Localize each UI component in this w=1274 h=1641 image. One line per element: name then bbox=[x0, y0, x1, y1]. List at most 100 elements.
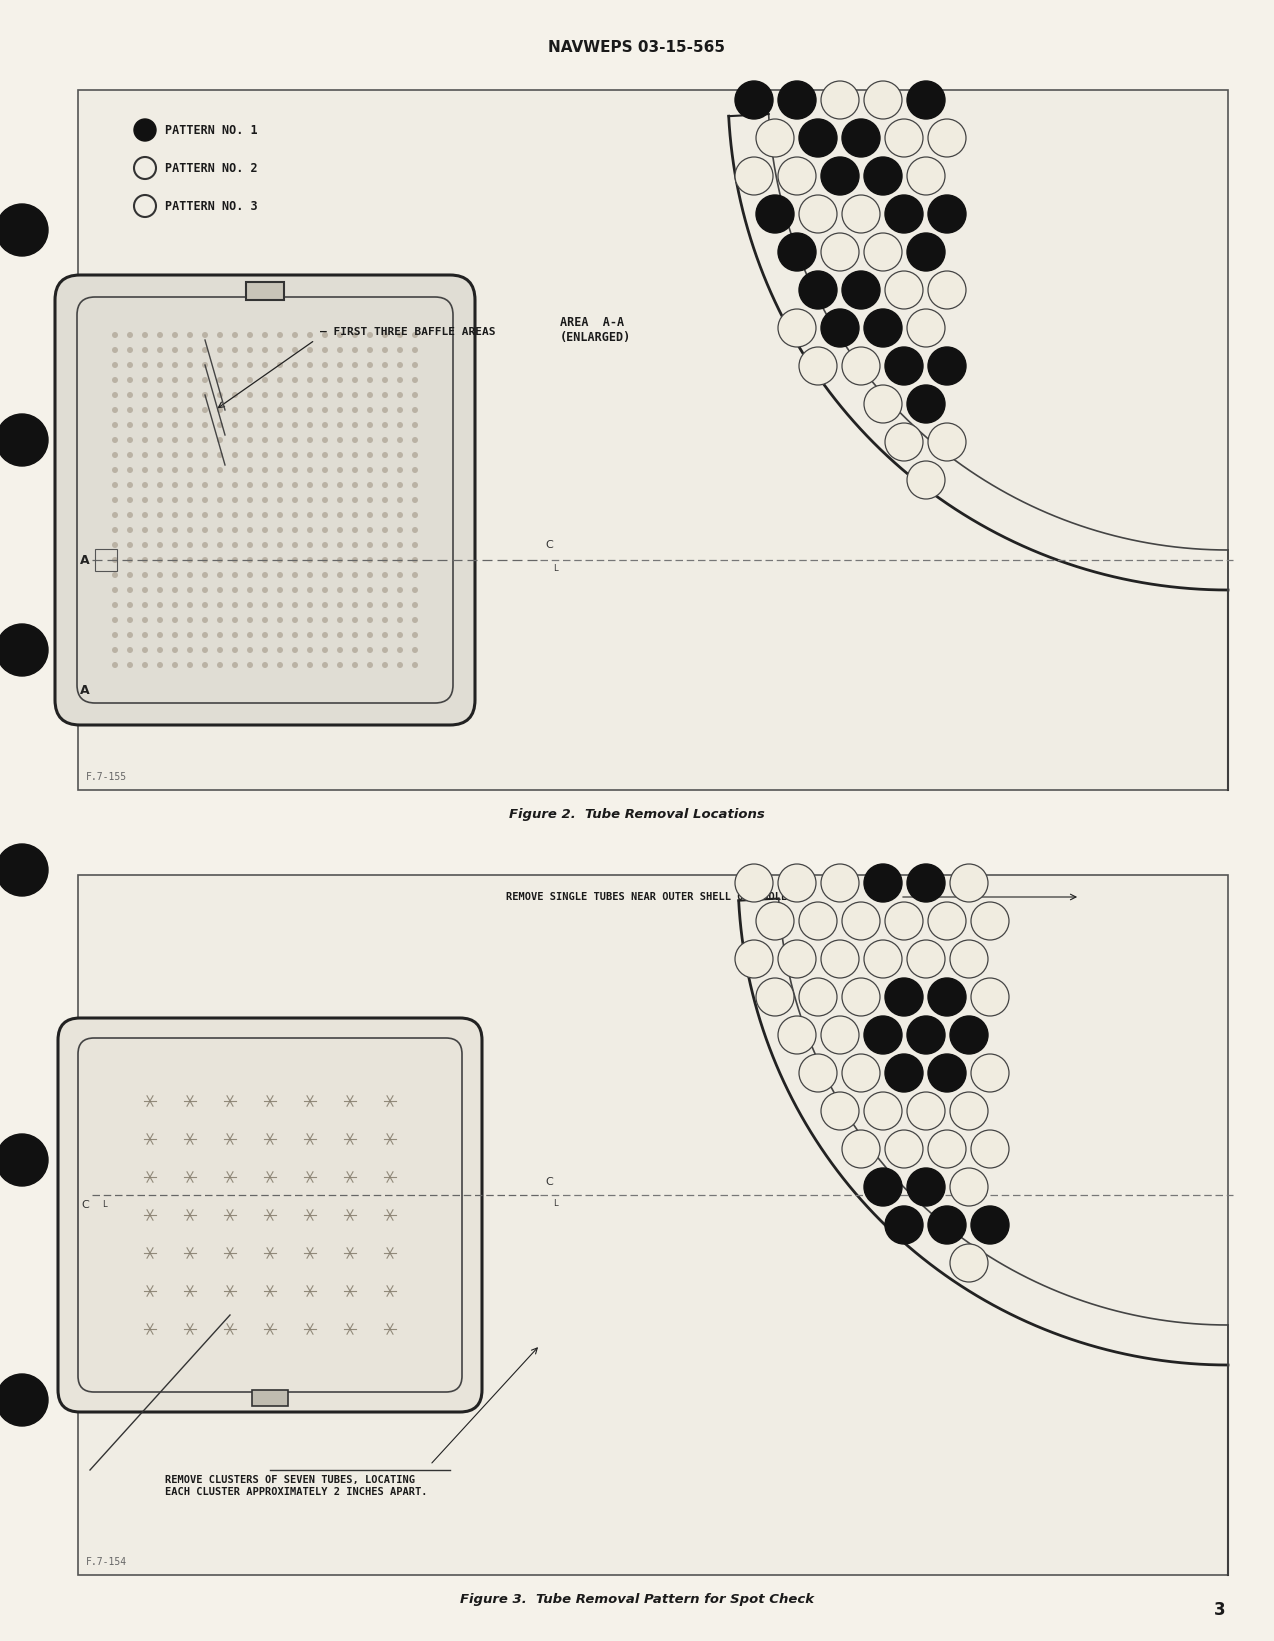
Circle shape bbox=[907, 461, 945, 499]
Circle shape bbox=[367, 346, 373, 353]
Circle shape bbox=[382, 392, 389, 399]
Circle shape bbox=[338, 661, 343, 668]
Circle shape bbox=[338, 617, 343, 624]
Circle shape bbox=[157, 632, 163, 638]
Circle shape bbox=[338, 497, 343, 504]
Circle shape bbox=[367, 377, 373, 382]
Circle shape bbox=[203, 587, 208, 592]
Circle shape bbox=[112, 468, 118, 473]
Circle shape bbox=[157, 437, 163, 443]
Circle shape bbox=[842, 271, 880, 309]
Circle shape bbox=[907, 158, 945, 195]
Circle shape bbox=[141, 346, 148, 353]
Circle shape bbox=[172, 407, 178, 414]
Circle shape bbox=[262, 497, 268, 504]
Circle shape bbox=[157, 647, 163, 653]
Circle shape bbox=[971, 1131, 1009, 1168]
Circle shape bbox=[127, 392, 132, 399]
Circle shape bbox=[397, 602, 403, 609]
Circle shape bbox=[112, 377, 118, 382]
Circle shape bbox=[203, 573, 208, 578]
Circle shape bbox=[292, 542, 298, 548]
Circle shape bbox=[262, 647, 268, 653]
Circle shape bbox=[292, 647, 298, 653]
Circle shape bbox=[322, 482, 327, 487]
Circle shape bbox=[397, 377, 403, 382]
Circle shape bbox=[338, 363, 343, 368]
Circle shape bbox=[187, 497, 192, 504]
Circle shape bbox=[217, 556, 223, 563]
Circle shape bbox=[885, 271, 922, 309]
Circle shape bbox=[971, 903, 1009, 940]
Circle shape bbox=[262, 392, 268, 399]
Circle shape bbox=[232, 602, 238, 609]
Circle shape bbox=[907, 865, 945, 903]
Circle shape bbox=[157, 377, 163, 382]
Text: $\mathsf{L}$: $\mathsf{L}$ bbox=[553, 561, 559, 573]
Circle shape bbox=[338, 468, 343, 473]
Circle shape bbox=[799, 346, 837, 386]
Circle shape bbox=[352, 437, 358, 443]
Circle shape bbox=[127, 542, 132, 548]
Circle shape bbox=[307, 573, 313, 578]
Text: Figure 2.  Tube Removal Locations: Figure 2. Tube Removal Locations bbox=[510, 807, 764, 820]
Circle shape bbox=[971, 1054, 1009, 1091]
Circle shape bbox=[322, 451, 327, 458]
Circle shape bbox=[112, 346, 118, 353]
Circle shape bbox=[203, 346, 208, 353]
Circle shape bbox=[276, 661, 283, 668]
Circle shape bbox=[127, 661, 132, 668]
Circle shape bbox=[262, 527, 268, 533]
Circle shape bbox=[112, 661, 118, 668]
Circle shape bbox=[412, 482, 418, 487]
Circle shape bbox=[112, 602, 118, 609]
Circle shape bbox=[352, 392, 358, 399]
Circle shape bbox=[292, 451, 298, 458]
Circle shape bbox=[864, 1168, 902, 1206]
Circle shape bbox=[262, 377, 268, 382]
Circle shape bbox=[382, 602, 389, 609]
Circle shape bbox=[127, 451, 132, 458]
Circle shape bbox=[397, 407, 403, 414]
Circle shape bbox=[187, 573, 192, 578]
Circle shape bbox=[232, 451, 238, 458]
Circle shape bbox=[232, 422, 238, 428]
Circle shape bbox=[217, 482, 223, 487]
Circle shape bbox=[907, 1091, 945, 1131]
Circle shape bbox=[864, 1016, 902, 1054]
Circle shape bbox=[203, 422, 208, 428]
Circle shape bbox=[885, 1054, 922, 1091]
Circle shape bbox=[755, 195, 794, 233]
Circle shape bbox=[157, 512, 163, 519]
Circle shape bbox=[842, 903, 880, 940]
Circle shape bbox=[127, 527, 132, 533]
Circle shape bbox=[112, 527, 118, 533]
Circle shape bbox=[157, 482, 163, 487]
Circle shape bbox=[842, 1131, 880, 1168]
Circle shape bbox=[262, 346, 268, 353]
Circle shape bbox=[172, 617, 178, 624]
Circle shape bbox=[203, 363, 208, 368]
Circle shape bbox=[907, 940, 945, 978]
Circle shape bbox=[187, 437, 192, 443]
Circle shape bbox=[157, 617, 163, 624]
Circle shape bbox=[367, 527, 373, 533]
Circle shape bbox=[217, 407, 223, 414]
Circle shape bbox=[382, 482, 389, 487]
Circle shape bbox=[217, 573, 223, 578]
Circle shape bbox=[262, 331, 268, 338]
Bar bbox=[252, 1390, 288, 1406]
Circle shape bbox=[203, 661, 208, 668]
Circle shape bbox=[307, 407, 313, 414]
Circle shape bbox=[307, 587, 313, 592]
Circle shape bbox=[352, 468, 358, 473]
Circle shape bbox=[247, 451, 254, 458]
Circle shape bbox=[338, 587, 343, 592]
Circle shape bbox=[864, 865, 902, 903]
Circle shape bbox=[172, 587, 178, 592]
Circle shape bbox=[397, 573, 403, 578]
Circle shape bbox=[232, 556, 238, 563]
Circle shape bbox=[187, 556, 192, 563]
Circle shape bbox=[885, 195, 922, 233]
Circle shape bbox=[820, 865, 859, 903]
